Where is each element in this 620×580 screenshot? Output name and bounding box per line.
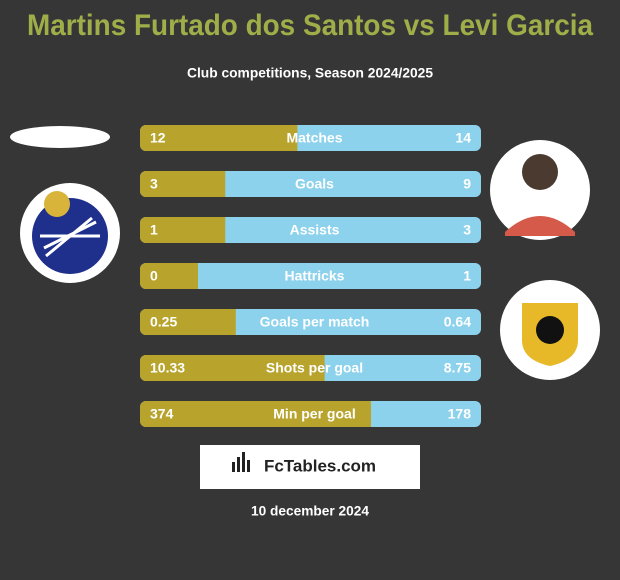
row-label: Hattricks [285, 268, 345, 284]
right-bar [140, 263, 481, 289]
left-club-logo [20, 183, 120, 283]
brand-icon [232, 452, 250, 472]
left-bar [140, 217, 226, 243]
rows: 12 14 Matches 3 9 Goals 1 3 Assists 0 1 Hattricks 0.… [140, 125, 481, 427]
right-value: 8.75 [444, 360, 471, 376]
row-label: Shots per goal [266, 360, 363, 376]
right-value: 0.64 [444, 314, 471, 330]
brand-box [200, 445, 420, 489]
row-label: Assists [290, 222, 340, 238]
left-bar [140, 171, 226, 197]
subtitle: Club competitions, Season 2024/2025 [187, 65, 433, 81]
row-label: Goals per match [260, 314, 370, 330]
row-label: Min per goal [273, 406, 355, 422]
left-value: 0.25 [150, 314, 177, 330]
left-value: 3 [150, 176, 158, 192]
left-value: 374 [150, 406, 174, 422]
row-label: Matches [286, 130, 342, 146]
row-label: Goals [295, 176, 334, 192]
left-bar [140, 263, 198, 289]
left-value: 1 [150, 222, 158, 238]
right-value: 14 [455, 130, 471, 146]
right-value: 178 [448, 406, 472, 422]
right-player-photo [490, 140, 590, 240]
left-bar [140, 401, 372, 427]
date: 10 december 2024 [251, 503, 369, 519]
right-club-logo [500, 280, 600, 380]
left-placeholder [10, 126, 110, 148]
left-bar [140, 309, 236, 335]
title: Martins Furtado dos Santos vs Levi Garci… [27, 9, 593, 42]
brand: FcTables.com [264, 456, 376, 475]
left-value: 12 [150, 130, 166, 146]
right-value: 3 [463, 222, 471, 238]
left-value: 0 [150, 268, 158, 284]
left-value: 10.33 [150, 360, 185, 376]
right-value: 1 [463, 268, 471, 284]
left-bar [140, 125, 298, 151]
right-value: 9 [463, 176, 471, 192]
left-bar [140, 355, 325, 381]
